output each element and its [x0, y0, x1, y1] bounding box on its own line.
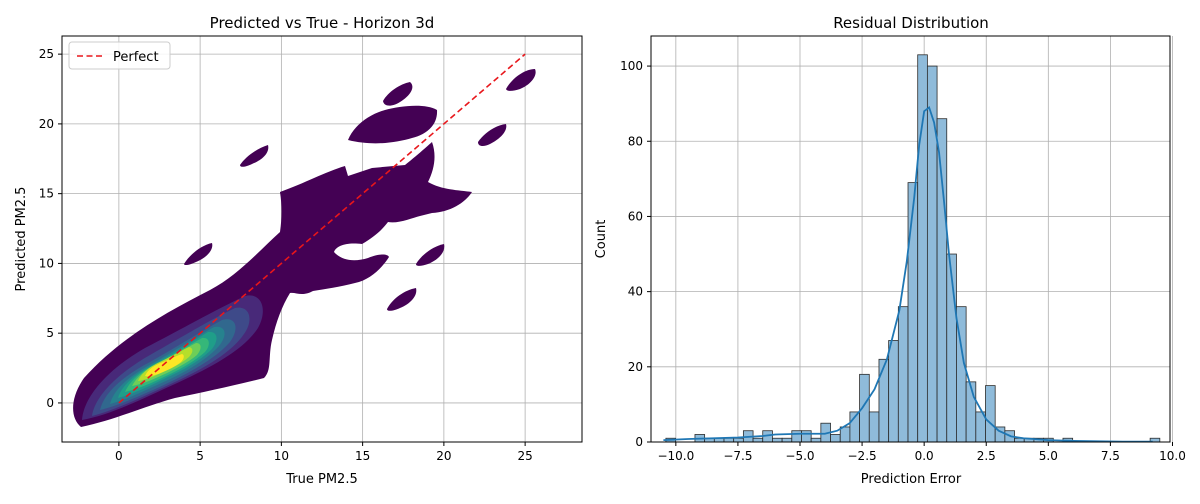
- kde-x-axis-label: True PM2.5: [285, 472, 357, 487]
- histogram-title: Residual Distribution: [833, 14, 989, 32]
- histogram-y-tick-label: 100: [620, 59, 643, 73]
- histogram-bar: [888, 340, 899, 442]
- histogram-y-tick-label: 60: [628, 209, 643, 223]
- kde-y-tick-label: 15: [39, 187, 54, 201]
- histogram-x-tick-label: 5.0: [1039, 449, 1058, 463]
- kde-island-4: [506, 69, 536, 91]
- kde-panel: 0 5 10 15 20 25 0 5 10 15 20 25 Predicted vs True -…: [14, 14, 583, 487]
- kde-y-tick-label: 10: [39, 256, 54, 270]
- histogram-bar: [733, 437, 744, 442]
- histogram-bar: [868, 411, 880, 442]
- histogram-bar: [907, 182, 919, 442]
- histogram-panel: −10.0 −7.5 −5.0 −2.5 0.0 2.5 5.0 7.5 10.0 0 20 40 60…: [594, 14, 1186, 487]
- histogram-bars: [665, 54, 1161, 442]
- histogram-x-tick-label: 2.5: [977, 449, 996, 463]
- histogram-bar: [859, 373, 870, 442]
- histogram-y-tick-label: 20: [628, 360, 643, 374]
- kde-x-tick-label: 10: [274, 449, 289, 463]
- legend-frame: [68, 41, 171, 70]
- histogram-y-tick-label: 0: [635, 435, 643, 449]
- histogram-bar: [772, 437, 783, 442]
- histogram-ticks: −10.0 −7.5 −5.0 −2.5 0.0 2.5 5.0 7.5 10.0 0 20 40 60…: [620, 59, 1186, 463]
- histogram-x-tick-label: 10.0: [1159, 449, 1186, 463]
- histogram-y-tick-label: 40: [628, 285, 643, 299]
- histogram-x-tick-label: 7.5: [1101, 449, 1120, 463]
- residual-kde-curve: [663, 105, 1153, 442]
- kde-island-3: [478, 124, 507, 147]
- histogram-x-tick-label: −7.5: [723, 449, 752, 463]
- legend-perfect-label: Perfect: [113, 50, 159, 65]
- histogram-bar: [1149, 437, 1161, 442]
- kde-y-tick-label: 0: [46, 396, 54, 410]
- histogram-bar: [839, 426, 851, 442]
- kde-island-5: [240, 145, 269, 167]
- histogram-bar: [917, 54, 928, 442]
- histogram-bar: [936, 118, 948, 442]
- kde-y-axis-label: Predicted PM2.5: [14, 187, 29, 292]
- histogram-bar: [830, 434, 841, 442]
- histogram-bar: [897, 306, 909, 442]
- kde-x-tick-label: 25: [517, 449, 532, 463]
- kde-title: Predicted vs True - Horizon 3d: [210, 14, 435, 32]
- histogram-bar: [926, 65, 938, 442]
- histogram-bar: [781, 437, 793, 442]
- histogram-bar: [723, 437, 735, 442]
- kde-contours: [73, 69, 536, 427]
- histogram-x-tick-label: −5.0: [785, 449, 814, 463]
- kde-y-tick-label: 25: [39, 47, 54, 61]
- kde-x-tick-label: 15: [355, 449, 370, 463]
- kde-x-tick-label: 5: [196, 449, 204, 463]
- histogram-bar: [801, 430, 812, 442]
- histogram-x-axis-label: Prediction Error: [861, 472, 962, 487]
- histogram-x-tick-label: −2.5: [848, 449, 877, 463]
- kde-y-tick-label: 5: [46, 326, 54, 340]
- kde-island-7: [416, 244, 445, 266]
- kde-island-1: [383, 82, 413, 106]
- histogram-bar: [878, 358, 890, 442]
- kde-y-tick-label: 20: [39, 117, 54, 131]
- histogram-x-tick-label: 0.0: [915, 449, 934, 463]
- kde-x-tick-label: 0: [115, 449, 123, 463]
- kde-x-tick-label: 20: [436, 449, 451, 463]
- histogram-y-axis-label: Count: [594, 220, 609, 259]
- kde-ticks: 0 5 10 15 20 25 0 5 10 15 20 25: [39, 47, 533, 463]
- histogram-axes-frame: [650, 35, 1171, 443]
- kde-island-6: [184, 243, 213, 266]
- histogram-y-tick-label: 80: [628, 134, 643, 148]
- perfect-reference-line: [118, 53, 526, 404]
- kde-axes-frame: [61, 35, 583, 443]
- histogram-bar: [791, 430, 802, 442]
- histogram-x-tick-label: −10.0: [657, 449, 694, 463]
- kde-level-10: [145, 354, 184, 377]
- histogram-bar: [965, 381, 977, 442]
- histogram-bar: [985, 385, 996, 442]
- kde-island-2: [348, 105, 438, 144]
- histogram-bar: [810, 437, 822, 442]
- kde-island-8: [387, 288, 417, 311]
- kde-legend: Perfect: [68, 41, 171, 70]
- histogram-bar: [752, 437, 764, 442]
